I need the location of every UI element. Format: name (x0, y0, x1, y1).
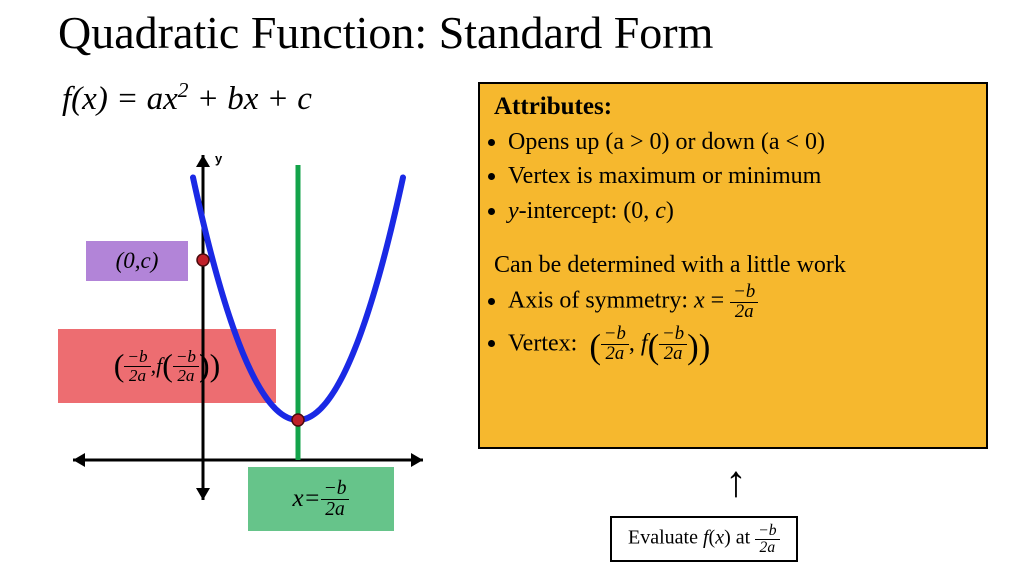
arrow-up-icon: ↑ (725, 460, 747, 504)
attr-bullet: Vertex: (−b2a, f(−b2a)) (508, 324, 972, 371)
y-intercept-point (197, 254, 209, 266)
attributes-subhead: Can be determined with a little work (494, 249, 972, 281)
evaluate-note: Evaluate f(x) at −b2a (610, 516, 798, 562)
label-axis-of-symmetry: x = −b2a (248, 467, 394, 531)
svg-text:y: y (215, 151, 223, 166)
vertex-point (292, 414, 304, 426)
slide-title: Quadratic Function: Standard Form (58, 6, 713, 59)
equation: f(x) = ax2 + bx + c (62, 78, 312, 118)
attributes-list-1: Opens up (a > 0) or down (a < 0)Vertex i… (508, 126, 972, 227)
label-yintercept: (0, c) (86, 241, 188, 281)
label-vertex: (−b2a, f(−b2a)) (58, 329, 276, 403)
attr-bullet: y-intercept: (0, c) (508, 195, 972, 227)
attributes-box: Attributes: Opens up (a > 0) or down (a … (478, 82, 988, 449)
slide: Quadratic Function: Standard Form f(x) =… (0, 0, 1024, 576)
graph-area: y (0, c) (−b2a, f(−b2a)) x = −b2a (58, 145, 438, 545)
attr-bullet: Axis of symmetry: x = −b2a (508, 283, 972, 321)
attr-bullet: Vertex is maximum or minimum (508, 160, 972, 192)
attributes-header: Attributes: (494, 90, 972, 124)
attr-bullet: Opens up (a > 0) or down (a < 0) (508, 126, 972, 158)
attributes-list-2: Axis of symmetry: x = −b2aVertex: (−b2a,… (508, 283, 972, 370)
